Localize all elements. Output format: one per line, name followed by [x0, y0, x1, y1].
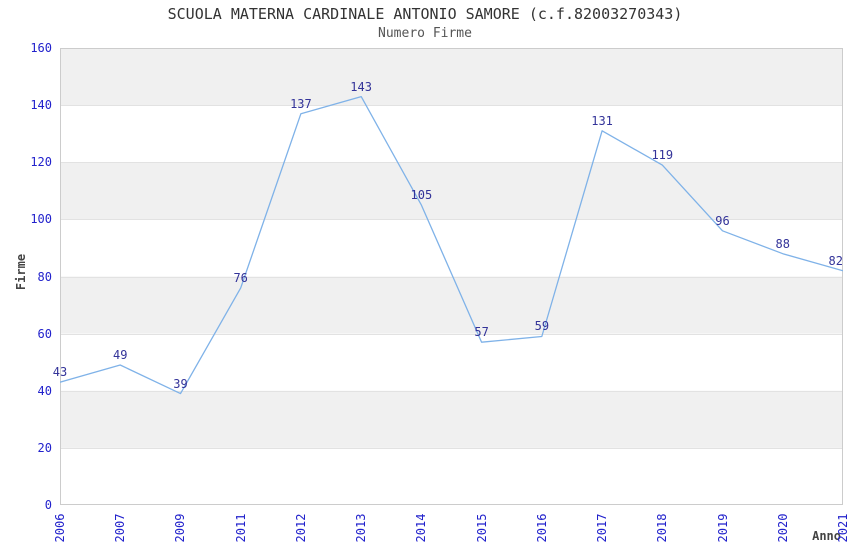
chart-title: SCUOLA MATERNA CARDINALE ANTONIO SAMORE … [167, 5, 683, 23]
y-tick-label: 20 [37, 440, 52, 455]
y-tick-label: 120 [30, 155, 52, 170]
data-label: 39 [173, 376, 188, 391]
data-label: 49 [112, 348, 128, 363]
data-label: 105 [410, 188, 433, 203]
plot-area [60, 48, 843, 505]
data-label: 119 [651, 148, 674, 163]
y-tick-label: 60 [37, 326, 52, 341]
x-tick-label: 2021 [836, 513, 850, 543]
line-series-firme [60, 95, 843, 395]
y-tick-label: 0 [44, 498, 52, 512]
y-tick-label: 80 [37, 269, 52, 284]
data-label: 76 [233, 270, 248, 285]
x-tick-label: 2016 [534, 513, 549, 543]
data-label: 82 [828, 253, 843, 268]
data-label: 96 [715, 213, 730, 228]
data-label: 43 [52, 365, 68, 380]
y-tick-label: 100 [30, 212, 52, 227]
x-tick-label: 2020 [775, 513, 790, 543]
grid-band [60, 162, 843, 220]
x-tick-label: 2009 [173, 513, 188, 543]
x-tick-label: 2011 [233, 513, 248, 543]
x-tick-label: 2013 [354, 513, 369, 543]
x-tick-label: 2019 [715, 513, 730, 543]
x-tick-label: 2015 [474, 513, 489, 543]
grid-band [60, 390, 843, 448]
plot-border [60, 48, 843, 505]
x-tick-label: 2007 [113, 513, 128, 543]
data-label: 137 [290, 96, 312, 111]
x-tick-label: 2014 [414, 513, 429, 543]
data-label: 57 [474, 325, 489, 340]
data-label: 143 [350, 79, 372, 94]
x-axis-title: Anno [812, 529, 841, 543]
x-tick-label: 2018 [655, 513, 670, 543]
x-tick-label: 2006 [53, 513, 67, 543]
data-label: 59 [534, 319, 550, 334]
y-tick-label: 40 [37, 383, 52, 398]
x-tick-label: 2017 [595, 513, 610, 543]
y-tick-label: 160 [30, 41, 52, 55]
chart-subtitle: Numero Firme [378, 26, 472, 41]
grid-band [60, 276, 843, 334]
x-tick-label: 2012 [293, 513, 308, 543]
y-tick-label: 140 [30, 98, 52, 113]
data-label: 88 [775, 236, 790, 251]
grid-band [60, 48, 843, 106]
data-label: 131 [591, 113, 613, 128]
